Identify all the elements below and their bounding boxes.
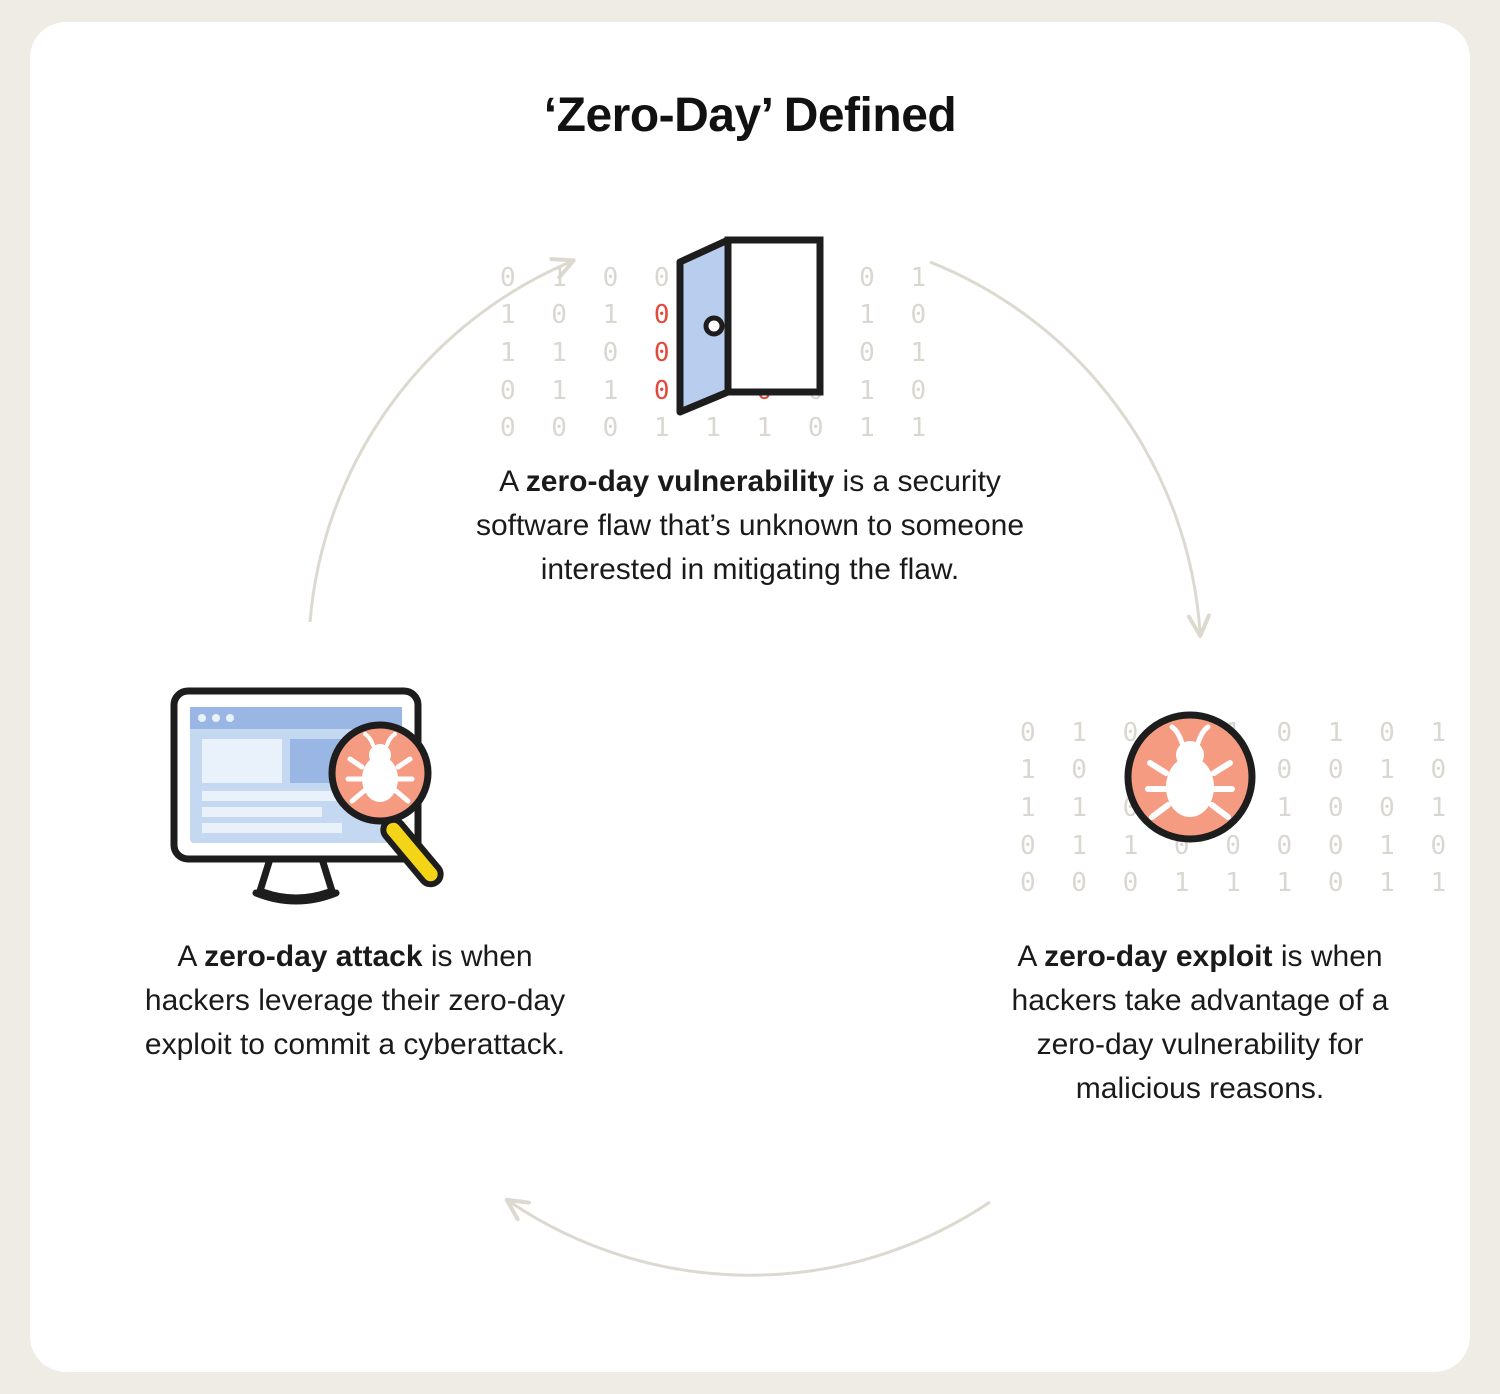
attack-desc: A zero-day attack is when hackers levera…: [140, 935, 570, 1067]
bug-circle-binary-icon: 0 1 0 0 1 0 1 0 1 1 0 1 0 0 0 0 1 0 1 1 …: [1090, 677, 1290, 882]
attack-term: zero-day attack: [204, 940, 422, 973]
monitor-bug-magnifier-icon: [160, 677, 470, 932]
exploit-desc: A zero-day exploit is when hackers take …: [985, 935, 1415, 1111]
canvas: ‘Zero-Day’ Defined 0 1 0 0 1 0 1 0 1 1 0…: [0, 0, 1500, 1394]
vulnerability-term: zero-day vulnerability: [526, 465, 834, 498]
vulnerability-desc: A zero-day vulnerability is a security s…: [470, 460, 1030, 592]
text: A: [499, 465, 526, 498]
page-title: ‘Zero-Day’ Defined: [30, 88, 1470, 143]
text: A: [1017, 940, 1044, 973]
door-open-binary-icon: 0 1 0 0 1 0 1 0 1 1 0 1 0 0 0 0 1 0 1 1 …: [650, 222, 850, 427]
exploit-term: zero-day exploit: [1044, 940, 1272, 973]
text: A: [177, 940, 204, 973]
card: ‘Zero-Day’ Defined 0 1 0 0 1 0 1 0 1 1 0…: [30, 22, 1470, 1372]
